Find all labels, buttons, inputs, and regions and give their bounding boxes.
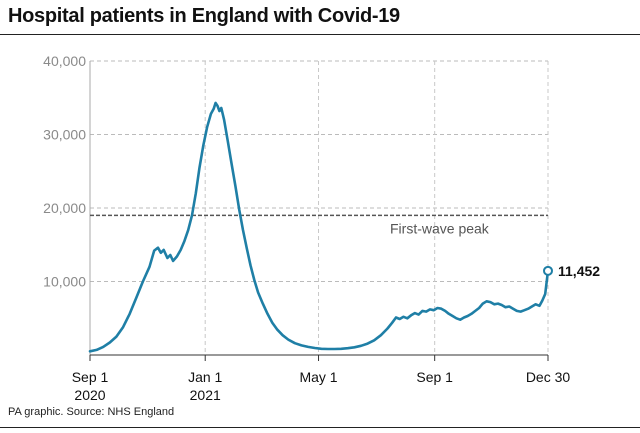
y-axis: 10,000 20,000 30,000 40,000 xyxy=(43,53,91,355)
plot-area: 11,452 xyxy=(88,101,600,353)
x-tick-label: May 1 xyxy=(299,369,337,385)
end-point-marker xyxy=(543,265,553,276)
source-note: PA graphic. Source: NHS England xyxy=(8,406,175,418)
y-tick-label: 20,000 xyxy=(43,200,86,216)
gridlines xyxy=(89,60,549,355)
x-tick-label: Jan 1 xyxy=(188,369,222,385)
x-tick-label: Sep 1 xyxy=(416,369,453,385)
x-tick-label: Dec 30 xyxy=(526,369,571,385)
y-tick-label: 30,000 xyxy=(43,127,86,143)
series-line xyxy=(88,101,550,353)
footer-divider xyxy=(0,427,640,428)
line-chart: 10,000 20,000 30,000 40,000 Sep 1 2020 Jan 1 2… xyxy=(43,53,600,400)
reference-line-group: First-wave peak xyxy=(90,214,548,236)
chart-title: Hospital patients in England with Covid-… xyxy=(8,5,400,27)
y-tick-label: 10,000 xyxy=(43,274,86,290)
x-tick-year-label: 2021 xyxy=(190,387,221,400)
x-tick-label: Sep 1 xyxy=(72,369,109,385)
reference-line-label: First-wave peak xyxy=(390,220,490,236)
end-value-label: 11,452 xyxy=(558,263,600,279)
y-tick-label: 40,000 xyxy=(43,53,86,69)
x-tick-year-label: 2020 xyxy=(74,387,105,400)
x-axis: Sep 1 2020 Jan 1 2021 May 1 Sep 1 Dec 30 xyxy=(72,354,571,400)
title-divider xyxy=(0,34,640,35)
